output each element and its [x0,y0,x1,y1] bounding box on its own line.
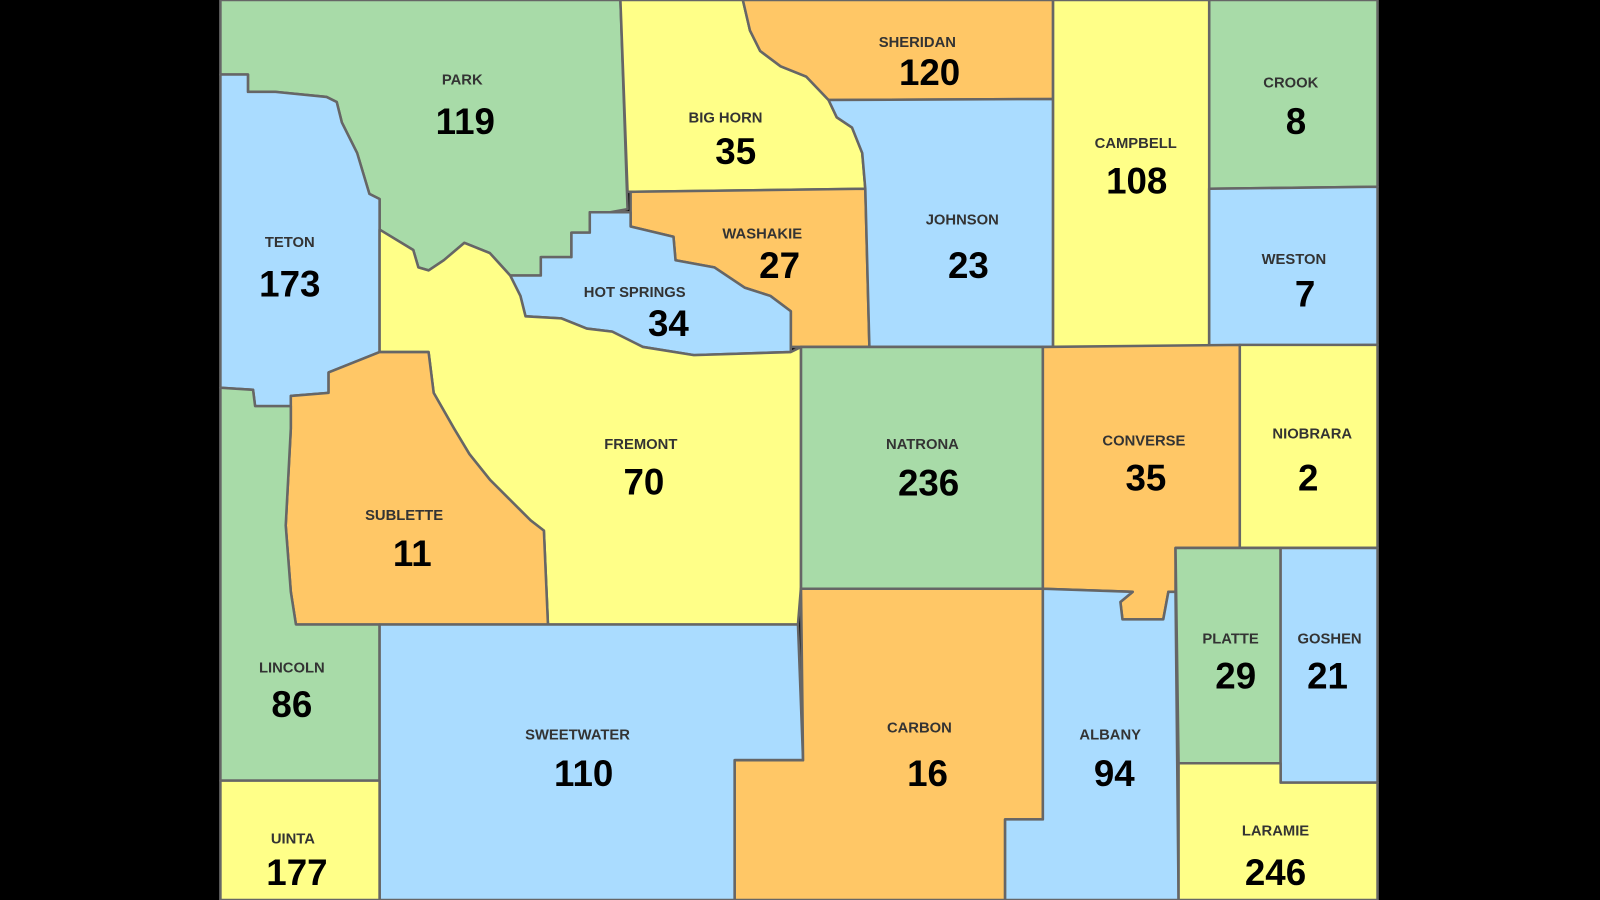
county-name-fremont: FREMONT [604,437,677,453]
county-name-sweetwater: SWEETWATER [525,728,630,744]
county-value-hot-springs: 34 [648,303,689,344]
county-value-sheridan: 120 [899,52,960,93]
county-name-natrona: NATRONA [886,437,959,453]
county-value-sublette: 11 [393,533,432,574]
county-name-carbon: CARBON [887,720,952,736]
county-value-crook: 8 [1286,101,1306,142]
county-value-park: 119 [436,101,495,142]
county-albany [1003,587,1180,900]
county-value-sweetwater: 110 [554,753,613,794]
county-name-albany: ALBANY [1079,728,1141,744]
county-value-natrona: 236 [898,462,959,503]
county-value-uinta: 177 [266,852,327,893]
county-value-washakie: 27 [759,245,800,286]
county-name-platte: PLATTE [1202,632,1259,648]
county-uinta [219,779,381,900]
county-value-lincoln: 86 [271,684,312,725]
county-name-washakie: WASHAKIE [722,227,802,243]
county-name-goshen: GOSHEN [1298,632,1362,648]
county-name-sublette: SUBLETTE [365,508,443,524]
county-value-weston: 7 [1295,274,1315,315]
county-value-carbon: 16 [907,753,948,794]
county-value-goshen: 21 [1307,655,1348,696]
county-name-teton: TETON [265,235,315,251]
county-value-niobrara: 2 [1298,457,1318,498]
county-value-converse: 35 [1125,457,1166,498]
county-name-campbell: CAMPBELL [1095,136,1177,152]
county-value-teton: 173 [259,263,320,304]
county-name-lincoln: LINCOLN [259,660,325,676]
county-value-johnson: 23 [948,245,989,286]
county-value-campbell: 108 [1106,160,1167,201]
county-name-hot-springs: HOT SPRINGS [584,285,686,301]
county-name-laramie: LARAMIE [1242,824,1309,840]
county-niobrara [1238,343,1379,550]
county-name-big-horn: BIG HORN [689,110,763,126]
county-name-converse: CONVERSE [1102,434,1185,450]
county-name-niobrara: NIOBRARA [1272,427,1352,443]
county-name-weston: WESTON [1262,252,1327,268]
county-name-park: PARK [442,73,483,89]
county-name-crook: CROOK [1263,76,1318,92]
county-value-albany: 94 [1094,753,1135,794]
county-value-platte: 29 [1215,655,1256,696]
county-value-big-horn: 35 [715,131,756,172]
county-value-fremont: 70 [623,461,664,502]
county-name-johnson: JOHNSON [926,212,999,228]
county-laramie [1177,761,1379,900]
county-value-laramie: 246 [1245,852,1306,893]
county-crook [1207,0,1379,191]
county-shapes [219,0,1379,900]
county-name-uinta: UINTA [271,832,315,848]
county-name-sheridan: SHERIDAN [879,35,956,51]
